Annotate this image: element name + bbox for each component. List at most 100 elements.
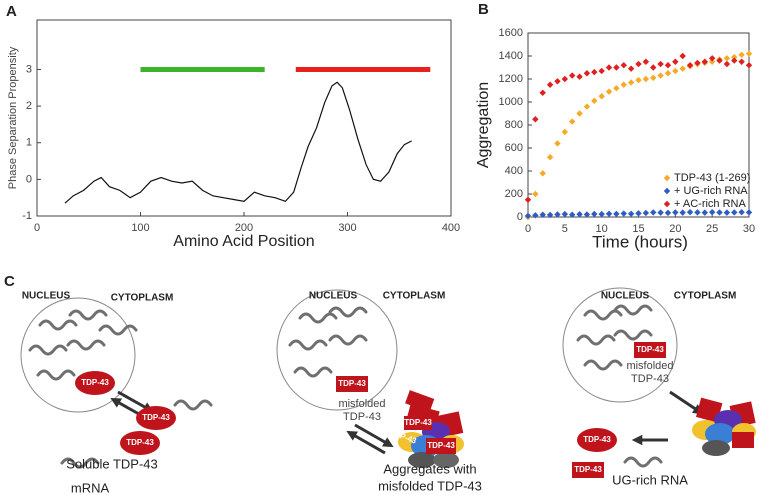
cell-aggregating: NUCLEUS CYTOPLASM TDP-43 misfolded TDP-4…	[276, 289, 482, 493]
y-tick-label: 1600	[499, 27, 523, 39]
x-tick-label: 200	[235, 222, 253, 234]
y-tick-label: -1	[22, 210, 32, 222]
arrow	[669, 390, 704, 415]
protein-label: TDP-43	[636, 345, 664, 354]
x-tick-label: 15	[632, 223, 644, 235]
rna	[576, 334, 616, 346]
blob	[408, 452, 436, 468]
y-tick-label: 600	[505, 142, 523, 154]
cytoplasm-label: CYTOPLASM	[383, 291, 446, 302]
point	[701, 209, 708, 216]
point	[731, 53, 738, 61]
point	[679, 52, 686, 60]
rna	[328, 306, 368, 318]
aggregate	[398, 390, 464, 468]
y-axis-label: Phase Separation Propensity	[7, 46, 19, 189]
point	[532, 116, 539, 123]
point	[532, 190, 539, 198]
nucleus-label: NUCLEUS	[309, 291, 358, 302]
point	[524, 212, 532, 220]
aggregate	[692, 397, 756, 456]
caption: UG-rich RNA	[612, 472, 688, 487]
point	[650, 64, 657, 71]
point	[708, 58, 716, 65]
caption: Aggregates with	[383, 461, 476, 476]
protein	[120, 431, 160, 455]
point	[546, 211, 554, 219]
point	[613, 85, 620, 92]
caption: mRNA	[71, 480, 110, 495]
protein-label: TDP-43	[142, 413, 170, 422]
y-axis-label: Aggregation	[475, 82, 492, 168]
point	[642, 58, 650, 65]
point	[554, 211, 561, 218]
point	[554, 78, 561, 85]
arrow	[117, 390, 154, 413]
point	[708, 208, 716, 216]
protein-label: TDP-43	[583, 435, 611, 444]
point	[664, 209, 672, 217]
arrow	[354, 423, 394, 448]
caption: Soluble TDP-43	[66, 456, 158, 471]
point	[561, 210, 569, 218]
rna	[613, 329, 653, 341]
rna	[36, 369, 76, 381]
cytoplasm-label: CYTOPLASM	[674, 291, 737, 302]
point	[650, 209, 657, 216]
protein-label: TDP-43	[126, 438, 154, 447]
nucleus	[562, 287, 678, 403]
point	[576, 110, 583, 117]
point	[635, 60, 642, 68]
rna	[328, 334, 368, 346]
caption: misfolded	[338, 398, 385, 410]
x-tick-label: 0	[34, 222, 40, 234]
cell-soluble: NUCLEUS CYTOPLASM TDP-43 TDP-43 TDP-43 S…	[20, 291, 213, 495]
point	[694, 209, 701, 216]
caption: misfolded TDP-43	[378, 478, 482, 493]
x-axis-label: Time (hours)	[592, 232, 688, 251]
point	[672, 67, 679, 75]
point	[620, 81, 627, 88]
legend-label: + AC-rich RNA	[674, 198, 746, 210]
point	[694, 59, 701, 67]
legend-marker	[663, 174, 671, 182]
protein	[404, 416, 432, 430]
legend-marker	[663, 187, 671, 195]
protein-label: TDP-43	[574, 465, 602, 474]
point	[627, 65, 635, 72]
y-tick-label: 2	[26, 100, 32, 112]
rna	[288, 339, 328, 351]
point	[583, 211, 591, 218]
point	[657, 209, 664, 216]
point	[598, 93, 605, 100]
y-tick-label: 400	[505, 165, 523, 177]
point	[672, 209, 679, 216]
y-tick-label: 0	[517, 211, 523, 223]
point	[708, 55, 716, 62]
point	[583, 70, 591, 77]
x-tick-label: 25	[706, 223, 718, 235]
point	[723, 209, 731, 216]
y-tick-label: 1400	[499, 50, 523, 62]
protein	[426, 438, 456, 454]
x-tick-label: 10	[596, 223, 608, 235]
blob	[705, 423, 735, 445]
point	[731, 209, 738, 216]
protein	[577, 428, 617, 452]
point	[532, 212, 539, 219]
rna	[623, 456, 663, 468]
point	[561, 128, 569, 136]
blob	[433, 452, 459, 468]
point	[738, 51, 745, 59]
rna	[38, 319, 78, 331]
x-tick-label: 100	[131, 222, 149, 234]
point	[627, 79, 635, 86]
point	[591, 97, 598, 105]
protein-label: TDP-43	[404, 418, 432, 427]
point	[679, 209, 686, 216]
point	[745, 50, 753, 57]
protein	[572, 462, 604, 478]
point	[620, 62, 627, 69]
point	[701, 58, 708, 65]
point	[738, 208, 745, 216]
